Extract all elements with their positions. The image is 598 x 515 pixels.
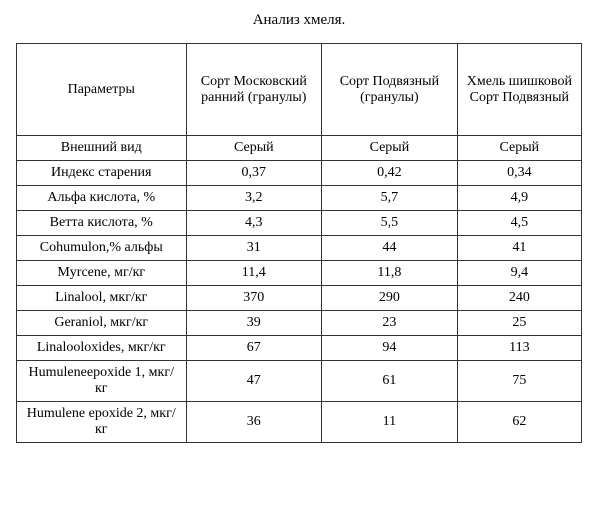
cell-value: 4,3 — [186, 211, 322, 236]
cell-value: 44 — [322, 236, 458, 261]
cell-value: 41 — [457, 236, 581, 261]
cell-value: 4,9 — [457, 186, 581, 211]
cell-value: 11,8 — [322, 261, 458, 286]
param-label: Внешний вид — [17, 136, 187, 161]
cell-value: 0,42 — [322, 161, 458, 186]
cell-value: 94 — [322, 336, 458, 361]
table-row: Myrcene, мг/кг 11,4 11,8 9,4 — [17, 261, 582, 286]
cell-value: Серый — [457, 136, 581, 161]
param-label: Cohumulon,% альфы — [17, 236, 187, 261]
cell-value: 62 — [457, 402, 581, 443]
cell-value: 36 — [186, 402, 322, 443]
cell-value: 113 — [457, 336, 581, 361]
cell-value: 0,37 — [186, 161, 322, 186]
param-label: Ветта кислота, % — [17, 211, 187, 236]
cell-value: 9,4 — [457, 261, 581, 286]
col-header-podvyazny-cone: Хмель шишковой Сорт Подвязный — [457, 44, 581, 136]
cell-value: 47 — [186, 361, 322, 402]
table-row: Cohumulon,% альфы 31 44 41 — [17, 236, 582, 261]
col-header-parameters: Параметры — [17, 44, 187, 136]
table-header-row: Параметры Сорт Московский ранний (гранул… — [17, 44, 582, 136]
cell-value: Серый — [322, 136, 458, 161]
table-row: Humulene epoxide 2, мкг/кг 36 11 62 — [17, 402, 582, 443]
param-label: Индекс старения — [17, 161, 187, 186]
table-row: Индекс старения 0,37 0,42 0,34 — [17, 161, 582, 186]
cell-value: 370 — [186, 286, 322, 311]
param-label: Linalool, мкг/кг — [17, 286, 187, 311]
cell-value: 61 — [322, 361, 458, 402]
col-header-podvyazny-granules: Сорт Подвязный (гранулы) — [322, 44, 458, 136]
cell-value: 11 — [322, 402, 458, 443]
page-title: Анализ хмеля. — [16, 12, 582, 29]
cell-value: 23 — [322, 311, 458, 336]
param-label: Geraniol, мкг/кг — [17, 311, 187, 336]
cell-value: 3,2 — [186, 186, 322, 211]
cell-value: 290 — [322, 286, 458, 311]
table-row: Humuleneepoxide 1, мкг/кг 47 61 75 — [17, 361, 582, 402]
cell-value: 11,4 — [186, 261, 322, 286]
hops-analysis-table: Параметры Сорт Московский ранний (гранул… — [16, 43, 582, 443]
cell-value: 240 — [457, 286, 581, 311]
cell-value: 67 — [186, 336, 322, 361]
param-label: Альфа кислота, % — [17, 186, 187, 211]
param-label: Humuleneepoxide 1, мкг/кг — [17, 361, 187, 402]
cell-value: 75 — [457, 361, 581, 402]
col-header-moscow: Сорт Московский ранний (гранулы) — [186, 44, 322, 136]
cell-value: 25 — [457, 311, 581, 336]
cell-value: Серый — [186, 136, 322, 161]
cell-value: 5,5 — [322, 211, 458, 236]
table-row: Linalool, мкг/кг 370 290 240 — [17, 286, 582, 311]
table-row: Geraniol, мкг/кг 39 23 25 — [17, 311, 582, 336]
table-row: Ветта кислота, % 4,3 5,5 4,5 — [17, 211, 582, 236]
cell-value: 4,5 — [457, 211, 581, 236]
cell-value: 0,34 — [457, 161, 581, 186]
param-label: Humulene epoxide 2, мкг/кг — [17, 402, 187, 443]
table-row: Альфа кислота, % 3,2 5,7 4,9 — [17, 186, 582, 211]
table-body: Внешний вид Серый Серый Серый Индекс ста… — [17, 136, 582, 443]
param-label: Linalooloxides, мкг/кг — [17, 336, 187, 361]
table-row: Внешний вид Серый Серый Серый — [17, 136, 582, 161]
cell-value: 31 — [186, 236, 322, 261]
table-row: Linalooloxides, мкг/кг 67 94 113 — [17, 336, 582, 361]
param-label: Myrcene, мг/кг — [17, 261, 187, 286]
cell-value: 5,7 — [322, 186, 458, 211]
cell-value: 39 — [186, 311, 322, 336]
